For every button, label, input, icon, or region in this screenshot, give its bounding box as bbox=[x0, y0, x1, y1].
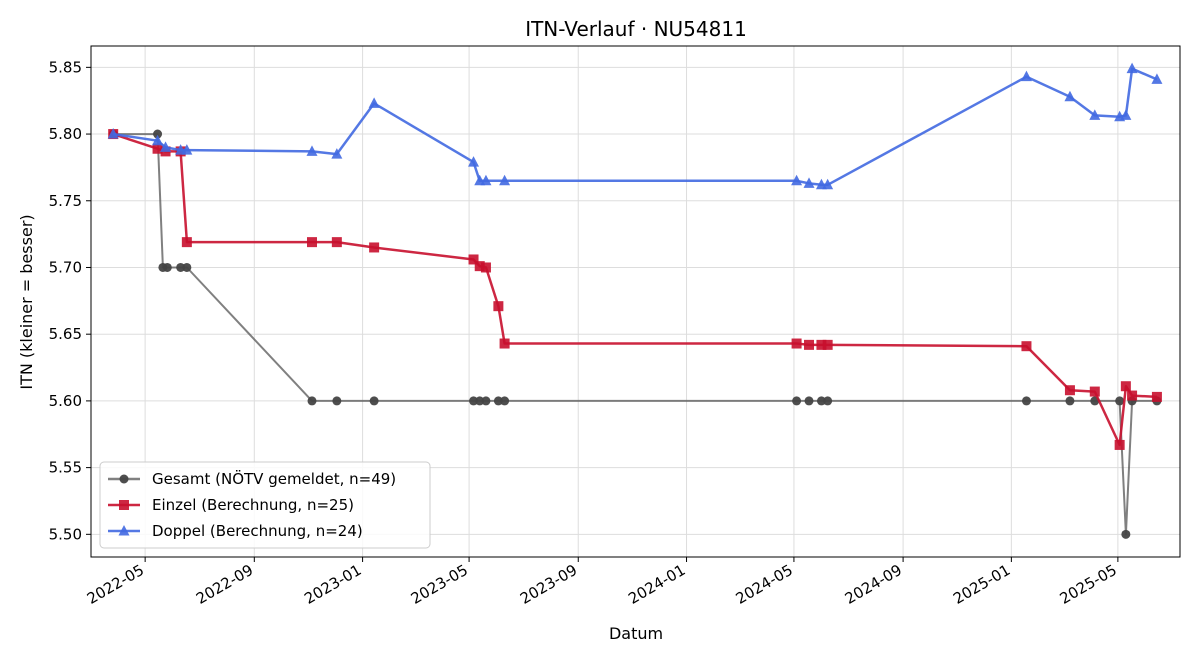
data-point bbox=[804, 396, 814, 406]
data-point bbox=[1064, 90, 1076, 102]
data-point bbox=[480, 262, 491, 273]
x-tick-label: 2023-09 bbox=[517, 561, 580, 608]
series-line bbox=[112, 132, 1157, 447]
x-tick-label: 2024-05 bbox=[733, 561, 796, 608]
legend-box bbox=[99, 461, 431, 549]
legend-label: Doppel (Berechnung, n=24) bbox=[152, 522, 363, 540]
data-point bbox=[468, 156, 480, 167]
data-point bbox=[119, 500, 129, 510]
y-tick-label: 5.70 bbox=[49, 258, 82, 276]
data-point bbox=[369, 242, 380, 253]
data-point bbox=[118, 525, 130, 536]
data-point bbox=[499, 338, 510, 349]
data-point bbox=[822, 178, 834, 190]
y-tick-label: 5.55 bbox=[49, 459, 82, 477]
y-tick-label: 5.80 bbox=[49, 125, 82, 143]
x-tick-label: 2025-01 bbox=[950, 561, 1013, 608]
data-point bbox=[1114, 439, 1125, 450]
data-point bbox=[1021, 341, 1032, 352]
data-point bbox=[182, 262, 192, 272]
data-point bbox=[369, 396, 379, 406]
data-point bbox=[1126, 62, 1138, 74]
data-point bbox=[816, 339, 827, 350]
y-tick-label: 5.65 bbox=[49, 325, 82, 343]
data-point bbox=[307, 396, 317, 406]
data-point bbox=[493, 301, 504, 312]
data-point bbox=[181, 237, 192, 248]
data-point bbox=[822, 339, 833, 350]
data-point bbox=[119, 474, 129, 484]
data-point bbox=[791, 174, 803, 186]
data-point bbox=[1151, 391, 1162, 402]
data-point bbox=[792, 396, 802, 406]
x-axis-label: Datum bbox=[609, 624, 663, 643]
data-point bbox=[474, 261, 485, 272]
y-axis-label: ITN (kleiner = besser) bbox=[17, 214, 36, 389]
series-doppel bbox=[107, 62, 1163, 190]
x-tick-label: 2025-05 bbox=[1057, 561, 1120, 608]
data-point bbox=[332, 396, 342, 406]
data-point bbox=[1021, 396, 1031, 406]
series-gesamt bbox=[108, 129, 1162, 539]
data-point bbox=[368, 97, 380, 108]
x-tick-label: 2022-05 bbox=[84, 561, 147, 608]
data-point bbox=[499, 174, 511, 186]
x-tick-label: 2024-09 bbox=[842, 561, 905, 608]
data-point bbox=[475, 396, 485, 406]
data-point bbox=[176, 262, 186, 272]
data-point bbox=[1020, 70, 1032, 82]
y-tick-label: 5.50 bbox=[49, 525, 82, 543]
y-axis: 5.50 5.55 5.60 5.65 5.70 5.75 5.80 5.85 bbox=[49, 58, 91, 543]
chart-title: ITN-Verlauf · NU54811 bbox=[525, 17, 747, 41]
legend: Gesamt (NÖTV gemeldet, n=49) Einzel (Bere… bbox=[99, 461, 431, 549]
x-tick-label: 2023-05 bbox=[408, 561, 471, 608]
x-tick-label: 2024-01 bbox=[625, 561, 688, 608]
data-point bbox=[468, 254, 479, 265]
data-point bbox=[160, 141, 172, 152]
data-point bbox=[1089, 109, 1101, 120]
data-point bbox=[331, 148, 343, 159]
x-tick-label: 2022-09 bbox=[193, 561, 256, 608]
data-point bbox=[803, 177, 815, 188]
data-point bbox=[331, 237, 342, 248]
data-point bbox=[1127, 390, 1138, 401]
data-point bbox=[1115, 396, 1125, 406]
data-point bbox=[107, 128, 119, 139]
plot-frame bbox=[90, 45, 1181, 558]
data-point bbox=[306, 237, 317, 248]
data-point bbox=[791, 338, 802, 349]
y-tick-label: 5.60 bbox=[49, 392, 82, 410]
series-line bbox=[113, 67, 1158, 187]
data-point bbox=[1151, 73, 1163, 84]
data-point bbox=[1121, 529, 1131, 539]
data-point bbox=[1120, 381, 1131, 392]
data-point bbox=[1089, 386, 1100, 397]
data-point bbox=[181, 144, 193, 155]
legend-label: Gesamt (NÖTV gemeldet, n=49) bbox=[152, 469, 396, 488]
data-point bbox=[823, 396, 833, 406]
data-point bbox=[152, 143, 163, 154]
series-layer bbox=[107, 62, 1163, 539]
data-point bbox=[500, 396, 510, 406]
data-point bbox=[152, 134, 164, 146]
data-point bbox=[480, 174, 492, 186]
data-point bbox=[153, 129, 163, 139]
x-axis: 2022-05 2022-09 2023-01 2023-05 2023-09 2024-… bbox=[84, 557, 1120, 608]
data-point bbox=[1120, 109, 1132, 120]
data-point bbox=[816, 396, 826, 406]
y-tick-label: 5.75 bbox=[49, 192, 82, 210]
data-point bbox=[481, 396, 491, 406]
data-point bbox=[1065, 396, 1075, 406]
x-tick-label: 2023-01 bbox=[301, 561, 364, 608]
data-point bbox=[493, 396, 503, 406]
data-point bbox=[469, 396, 479, 406]
data-point bbox=[804, 339, 815, 350]
y-tick-label: 5.85 bbox=[49, 58, 82, 76]
legend-label: Einzel (Berechnung, n=25) bbox=[152, 496, 354, 514]
data-point bbox=[1064, 385, 1075, 396]
data-point bbox=[306, 145, 318, 156]
data-point bbox=[162, 262, 172, 272]
grid bbox=[91, 46, 1180, 557]
